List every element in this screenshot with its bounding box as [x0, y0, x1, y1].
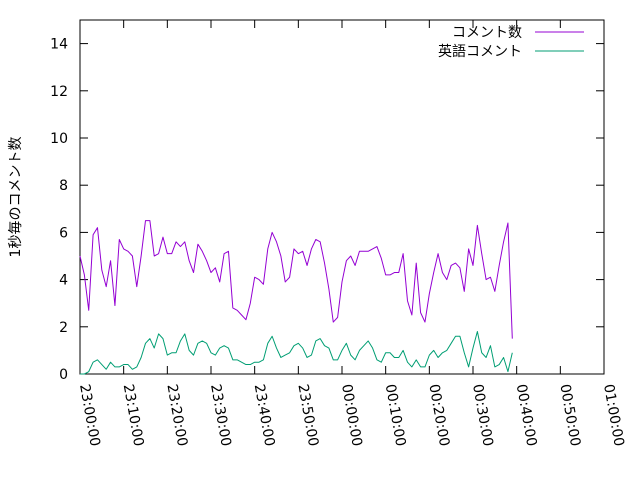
x-tick-label: 23:30:00 [207, 383, 234, 448]
x-tick-label: 01:00:00 [600, 383, 627, 448]
y-tick-label: 14 [50, 37, 68, 53]
series-line-1 [79, 220, 513, 339]
x-tick-label: 00:50:00 [556, 383, 583, 448]
x-tick-label: 00:10:00 [382, 383, 409, 448]
axes: 0 2 4 6 8 10 12 14 23:00:00 23:10:00 23:20:00 23:30… [50, 19, 627, 448]
legend-label: コメント数 [452, 25, 522, 41]
x-tick-label: 23:20:00 [163, 383, 190, 448]
y-tick-label: 12 [50, 84, 68, 100]
x-tick-label: 00:40:00 [513, 383, 540, 448]
x-tick-label: 23:00:00 [76, 383, 103, 448]
x-tick-label: 23:50:00 [294, 383, 321, 448]
series-lines [79, 220, 513, 375]
x-tick-label: 00:20:00 [425, 383, 452, 448]
series-line-2 [80, 331, 513, 375]
x-tick-label: 00:00:00 [338, 383, 365, 448]
y-tick-label: 10 [50, 131, 68, 147]
legend-label: 英語コメント [438, 43, 522, 60]
y-tick-label: 2 [59, 320, 68, 336]
y-tick-label: 4 [59, 273, 68, 289]
x-tick-label: 23:10:00 [120, 383, 147, 448]
y-axis-title: 1秒毎のコメント数 [8, 137, 24, 258]
plot-border [79, 19, 605, 375]
y-tick-label: 0 [59, 367, 68, 383]
x-tick-label: 00:30:00 [469, 383, 496, 448]
x-tick-label: 23:40:00 [251, 383, 278, 448]
y-tick-label: 8 [59, 178, 68, 194]
y-tick-label: 6 [59, 225, 68, 241]
